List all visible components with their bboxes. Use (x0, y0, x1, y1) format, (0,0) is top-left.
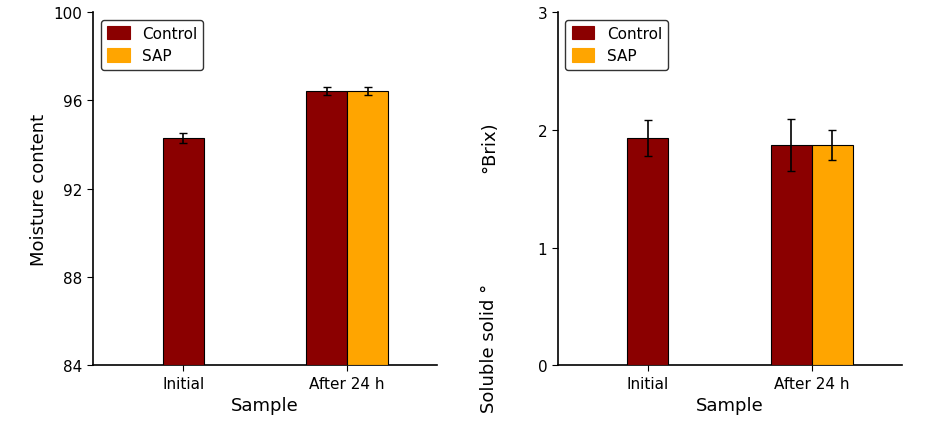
X-axis label: Sample: Sample (696, 396, 764, 415)
Bar (628, 138, 669, 366)
Y-axis label: Moisture content: Moisture content (30, 114, 48, 265)
X-axis label: Sample: Sample (232, 396, 299, 415)
Text: °Brix): °Brix) (480, 121, 498, 172)
Bar (812, 146, 853, 366)
Bar (347, 92, 388, 366)
Legend: Control, SAP: Control, SAP (100, 21, 204, 71)
Bar (306, 92, 347, 366)
Legend: Control, SAP: Control, SAP (565, 21, 668, 71)
Bar (163, 138, 204, 366)
Text: Soluble solid °: Soluble solid ° (480, 283, 498, 412)
Bar (771, 146, 812, 366)
